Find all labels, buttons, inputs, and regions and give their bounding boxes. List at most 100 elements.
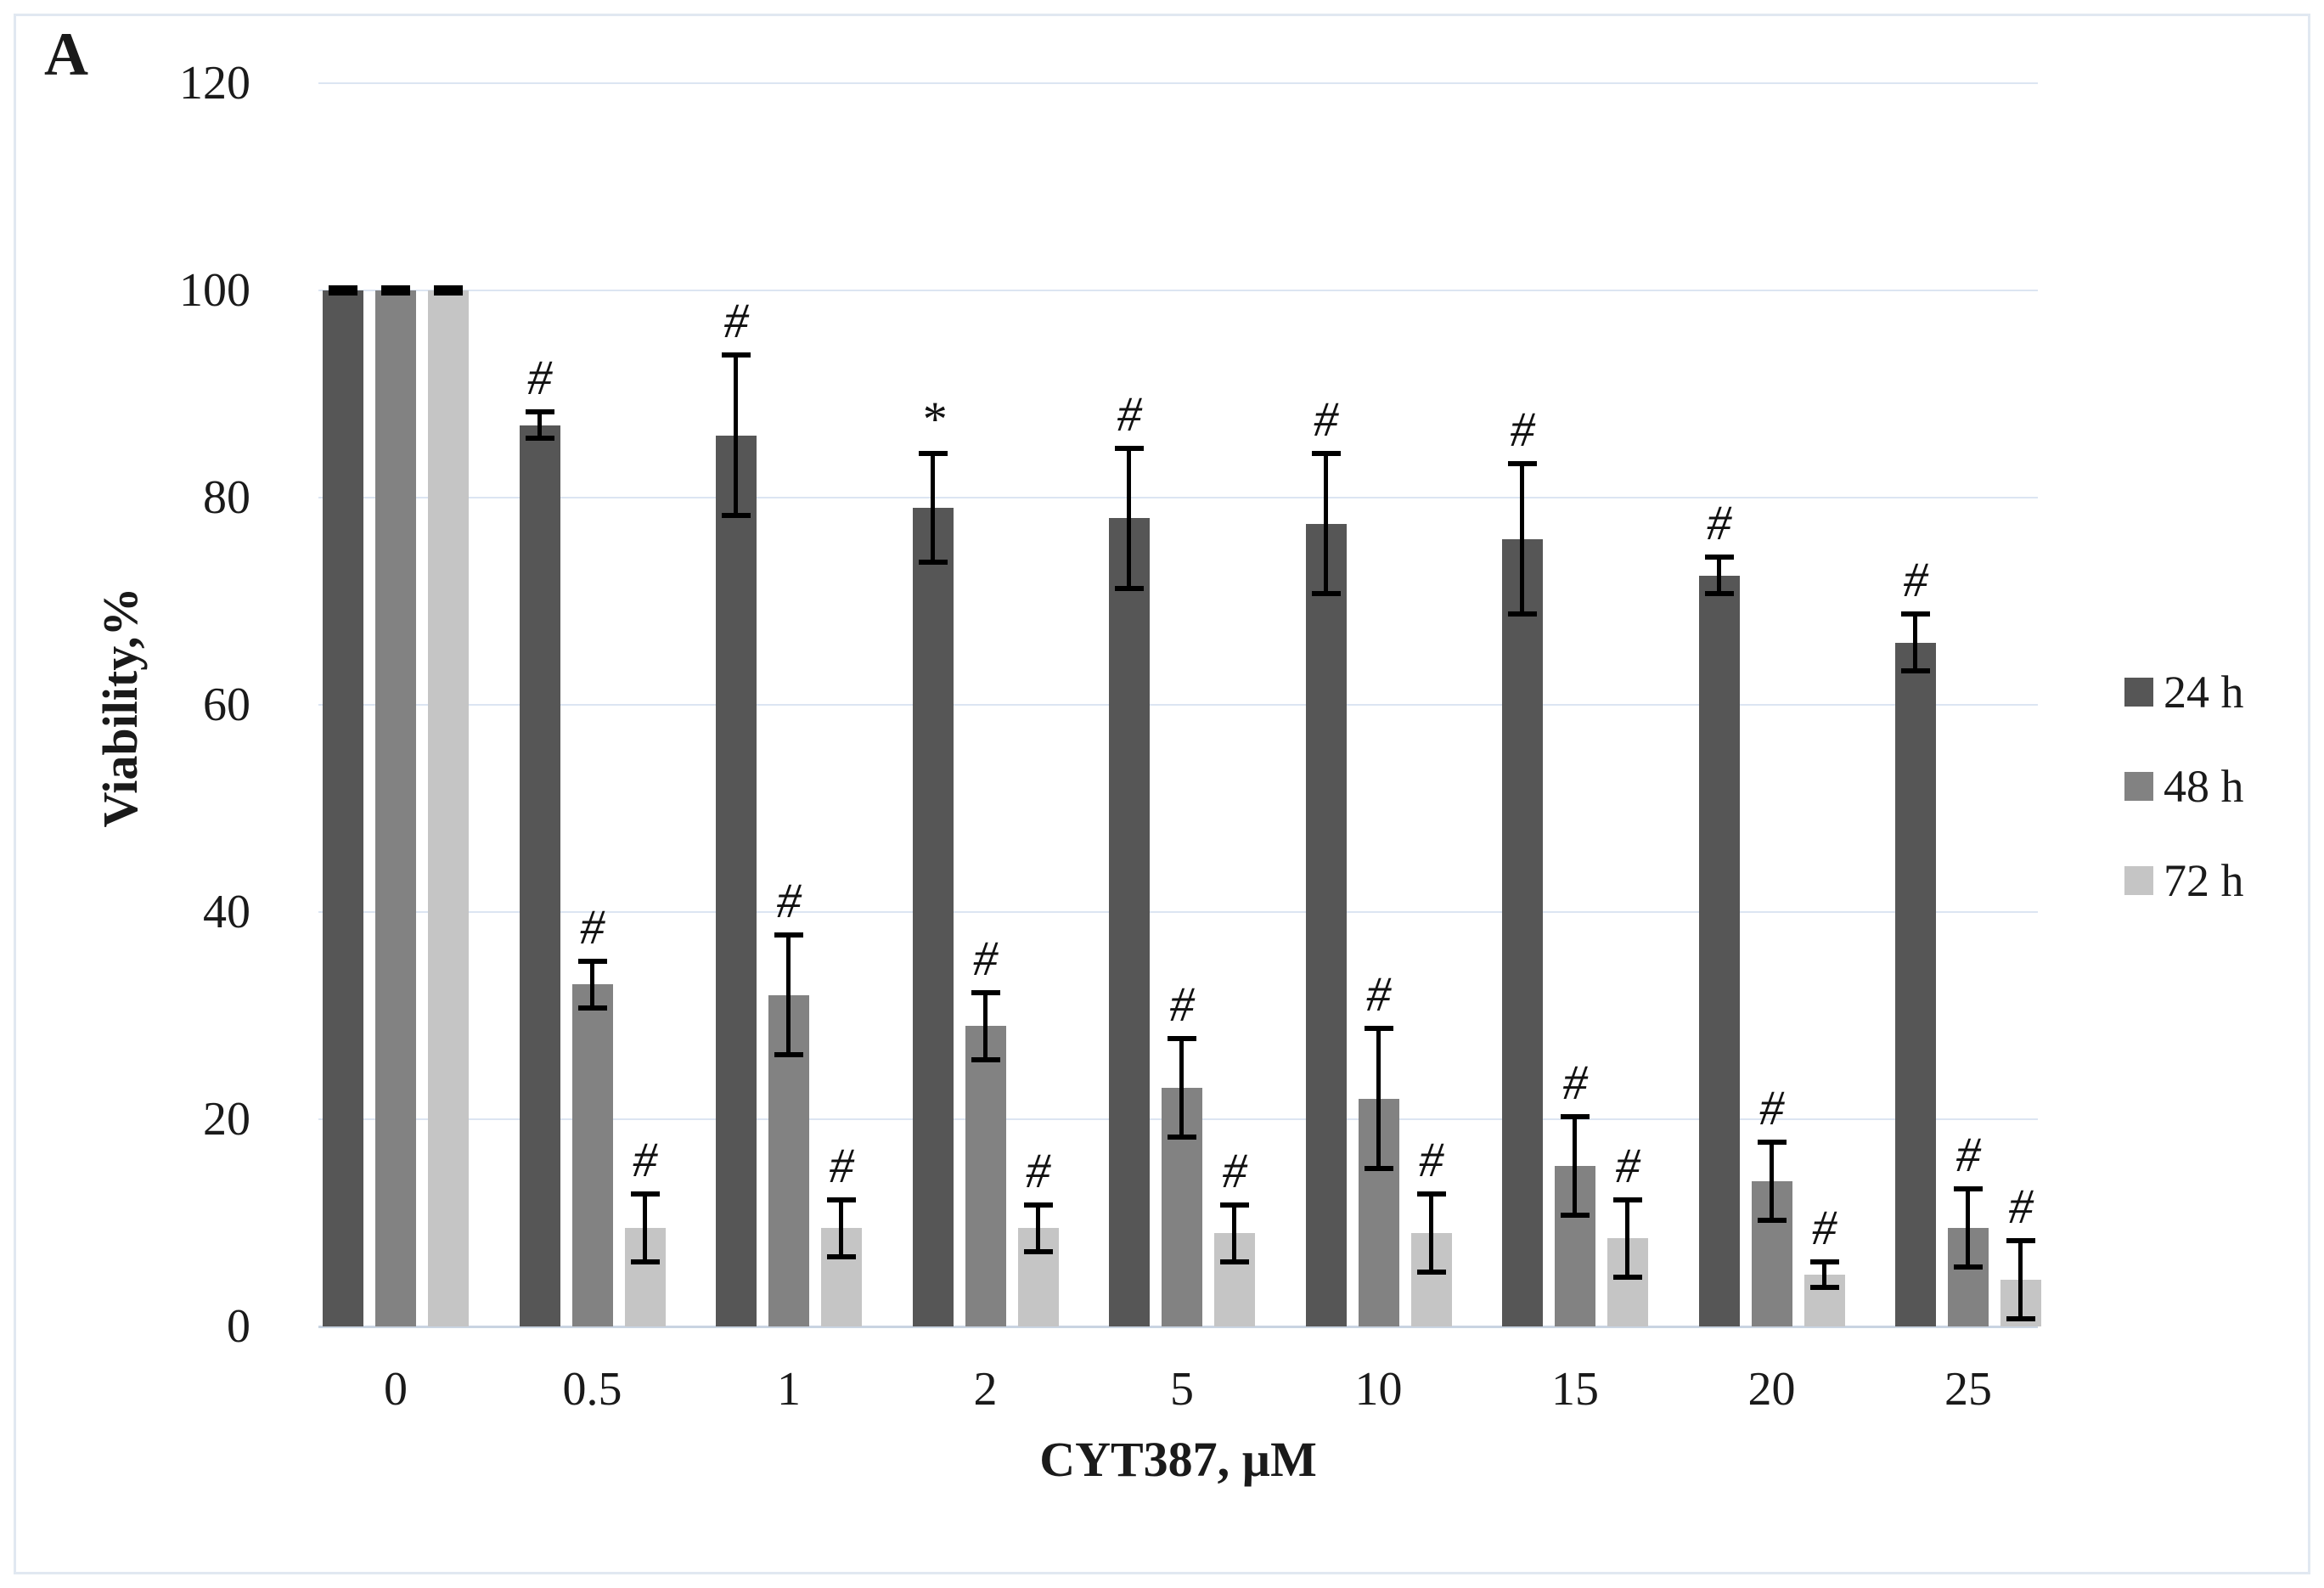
sig-marker-24h-5: # (1117, 386, 1142, 442)
legend-label-72h: 72 h (2164, 855, 2244, 906)
error-whisker (982, 994, 988, 1057)
error-whisker (1127, 451, 1131, 586)
error-bar-24h-20 (1704, 555, 1734, 596)
gridline-y-60 (318, 704, 2038, 706)
y-tick-label-20: 20 (203, 1093, 250, 1146)
error-whisker (1716, 560, 1721, 591)
error-bar-72h-1 (827, 1197, 856, 1259)
error-whisker (1625, 1202, 1629, 1275)
legend-swatch-24h (2124, 678, 2153, 707)
y-tick-label-40: 40 (203, 886, 250, 938)
y-tick-label-120: 120 (179, 57, 250, 110)
sig-marker-24h-1: # (723, 293, 749, 349)
x-tick-label-10: 10 (1354, 1363, 1403, 1416)
error-bar-48h-20 (1757, 1140, 1787, 1223)
x-tick-label-0: 0 (384, 1363, 408, 1416)
gridline-y-100 (318, 290, 2038, 291)
error-bar-48h-1 (774, 932, 803, 1057)
gridline-y-120 (318, 82, 2038, 84)
plot-area: 0 20 40 60 80 100 120 0 # # #0.5 # # #1 * # #2 # # #5 # # #10 #… (179, 57, 2041, 1416)
error-whisker (1769, 1145, 1774, 1218)
sig-marker-72h-20: # (1812, 1199, 1837, 1255)
error-bar-24h-25 (1901, 611, 1930, 674)
x-tick-label-2: 2 (973, 1363, 998, 1416)
error-whisker (1323, 456, 1328, 591)
error-whisker (1376, 1031, 1381, 1166)
y-tick-label-0: 0 (227, 1300, 250, 1353)
x-tick-label-15: 15 (1551, 1363, 1599, 1416)
x-axis-title: CYT387, µM (1039, 1432, 1317, 1487)
sig-marker-24h-25: # (1903, 552, 1928, 608)
bar-24h-5 (1109, 518, 1150, 1326)
error-bar-72h-25 (2006, 1238, 2035, 1321)
bar-24h-15 (1502, 538, 1543, 1326)
y-tick-label-80: 80 (203, 471, 250, 524)
sig-marker-72h-0.5: # (633, 1132, 657, 1188)
bar-24h-25 (1895, 642, 1936, 1326)
legend-swatch-48h (2124, 772, 2153, 801)
x-axis-line (318, 1326, 2038, 1328)
legend-item-48h: 48 h (2124, 763, 2244, 810)
bar-48h-0.5 (571, 984, 613, 1326)
sig-marker-72h-5: # (1222, 1142, 1247, 1198)
sig-marker-48h-2: # (973, 930, 998, 986)
error-whisker (1966, 1191, 1970, 1264)
bar-24h-20 (1698, 575, 1740, 1326)
sig-marker-72h-25: # (2008, 1179, 2034, 1235)
error-whisker (839, 1202, 843, 1254)
error-whisker (2018, 1243, 2023, 1316)
error-bar-48h-5 (1168, 1036, 1196, 1140)
sig-marker-48h-25: # (1955, 1127, 1981, 1183)
error-whisker (1573, 1118, 1577, 1213)
sig-marker-48h-15: # (1562, 1054, 1588, 1110)
legend-label-48h: 48 h (2164, 761, 2244, 812)
x-tick-label-25: 25 (1944, 1363, 1992, 1416)
error-whisker (1913, 617, 1917, 669)
error-whisker (1428, 1197, 1433, 1270)
error-whisker (1232, 1207, 1236, 1259)
error-bar-72h-0 (434, 284, 463, 296)
sig-marker-48h-5: # (1169, 977, 1195, 1033)
error-bar-24h-5 (1115, 446, 1144, 591)
bar-48h-2 (965, 1026, 1006, 1326)
error-bar-48h-10 (1364, 1026, 1393, 1171)
sig-marker-24h-10: # (1314, 391, 1338, 448)
error-bar-24h-0.5 (525, 409, 554, 441)
bar-72h-0 (428, 290, 469, 1326)
bar-48h-0 (375, 290, 416, 1326)
y-tick-label-60: 60 (203, 679, 250, 731)
error-bar-48h-0 (381, 284, 410, 296)
error-bar-48h-15 (1561, 1113, 1590, 1218)
sig-marker-24h-20: # (1707, 495, 1731, 551)
error-bar-24h-15 (1508, 461, 1537, 617)
error-bar-72h-2 (1023, 1202, 1053, 1254)
error-bar-24h-1 (722, 352, 751, 519)
error-whisker (537, 414, 542, 436)
sig-marker-48h-0.5: # (580, 898, 605, 954)
bar-24h-0 (323, 290, 363, 1326)
x-tick-label-5: 5 (1170, 1363, 1194, 1416)
sig-marker-24h-2: * (920, 391, 945, 448)
error-bar-24h-0 (329, 284, 357, 296)
sig-marker-72h-1: # (829, 1137, 854, 1193)
panel-letter: A (44, 20, 88, 88)
sig-marker-72h-10: # (1419, 1132, 1443, 1188)
error-whisker (1821, 1264, 1826, 1286)
sig-marker-48h-20: # (1759, 1080, 1784, 1136)
sig-marker-24h-0.5: # (527, 350, 552, 406)
error-whisker (1179, 1041, 1184, 1135)
x-tick-label-0.5: 0.5 (562, 1363, 622, 1416)
error-bar-72h-0.5 (630, 1191, 660, 1264)
bar-24h-1 (716, 435, 757, 1326)
gridline-y-80 (318, 497, 2038, 498)
error-bar-72h-20 (1809, 1259, 1839, 1291)
error-bar-24h-10 (1311, 451, 1341, 596)
error-bar-48h-25 (1954, 1186, 1983, 1270)
bar-24h-10 (1305, 523, 1347, 1326)
error-bar-72h-15 (1613, 1197, 1642, 1281)
sig-marker-72h-2: # (1026, 1142, 1050, 1198)
legend-item-72h: 72 h (2124, 857, 2244, 904)
error-bar-48h-2 (971, 989, 1000, 1062)
error-bar-24h-2 (918, 451, 948, 566)
